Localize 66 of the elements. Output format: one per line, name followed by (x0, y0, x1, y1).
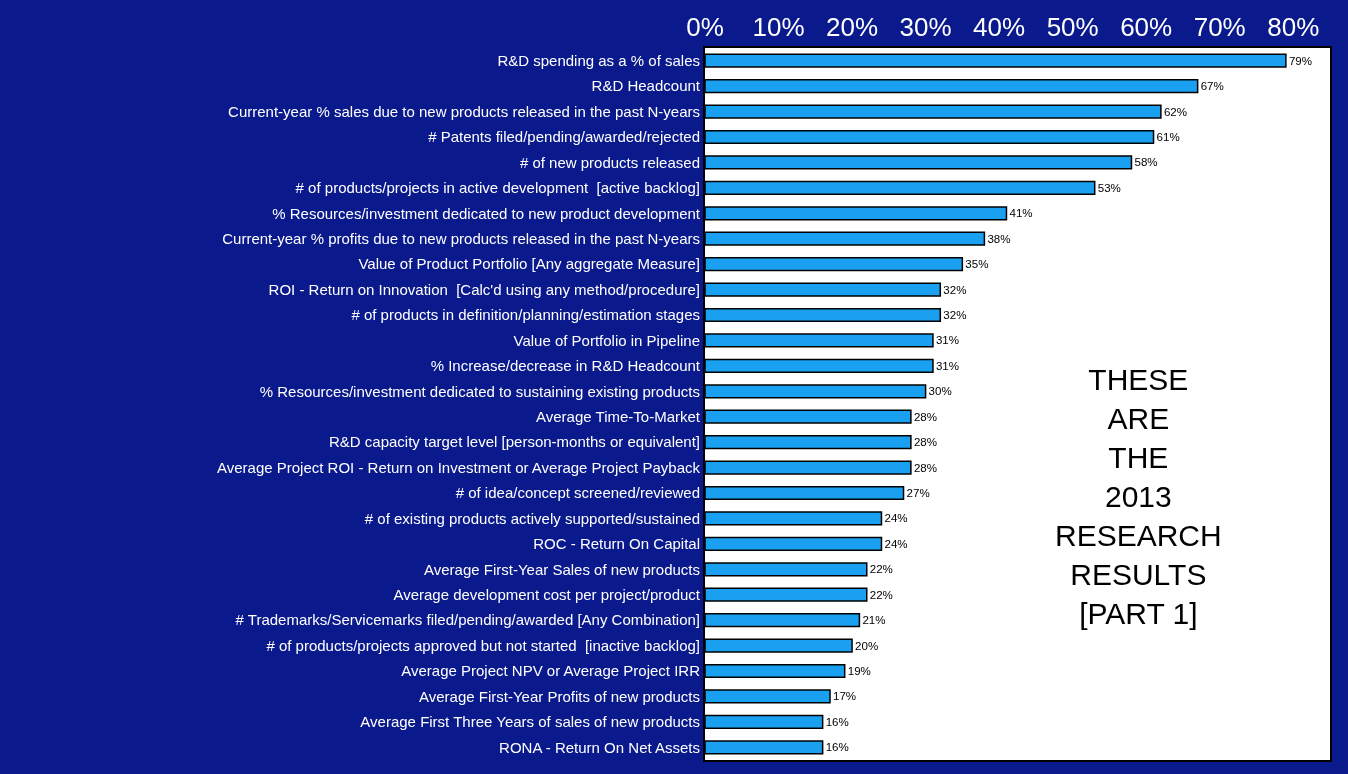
data-label: 28% (913, 410, 938, 423)
data-label: 31% (935, 334, 960, 347)
y-tick-label: # Trademarks/Servicemarks filed/pending/awarded [Any Combination] (235, 611, 700, 629)
data-label: 62% (1163, 105, 1188, 118)
data-label: 24% (884, 537, 908, 550)
y-tick-label: Average Time-To-Market (536, 407, 701, 425)
y-tick-label: % Resources/investment dedicated to sustaining existing products (259, 382, 700, 400)
data-label: 24% (884, 512, 908, 525)
y-tick-label: Current-year % sales due to new products released in the past N-years (228, 102, 700, 120)
x-tick-label: 60% (1120, 11, 1173, 42)
data-label: 32% (943, 283, 967, 296)
y-tick-label: # of products/projects approved but not started [inactive backlog] (266, 636, 700, 654)
x-tick-label: 20% (826, 11, 879, 42)
data-label: 35% (965, 258, 989, 271)
x-tick-label: 80% (1267, 11, 1320, 42)
y-tick-label: R&D capacity target level [person-months or equivalent] (328, 433, 700, 451)
x-tick-label: 30% (899, 11, 952, 42)
data-label: 21% (862, 614, 886, 627)
y-tick-label: Average development cost per project/product (393, 585, 701, 603)
data-label: 19% (847, 665, 871, 678)
data-label: 38% (987, 232, 1011, 245)
annotation: THESE ARE THE 2013 RESEARCH RESULTS [PART 1] (1055, 363, 1222, 630)
y-tick-label: Average Project ROI - Return on Investment or Average Project Payback (216, 458, 701, 476)
x-tick-label: 40% (973, 11, 1026, 42)
data-label: 61% (1156, 131, 1180, 144)
y-tick-label: % Increase/decrease in R&D Headcount (430, 357, 701, 375)
x-tick-label: 10% (752, 11, 805, 42)
y-tick-label: % Resources/investment dedicated to new product development (272, 204, 701, 222)
y-tick-label: # of products/projects in active development [active backlog] (295, 179, 700, 197)
data-label: 17% (833, 690, 857, 703)
data-label: 30% (928, 385, 952, 398)
data-label: 41% (1009, 207, 1033, 220)
data-label: 32% (943, 309, 967, 322)
data-label: 20% (855, 639, 879, 652)
y-tick-label: # of idea/concept screened/reviewed (455, 484, 700, 502)
data-label: 67% (1200, 80, 1224, 93)
data-label: 53% (1097, 181, 1121, 194)
data-label: 22% (869, 563, 893, 576)
y-tick-label: # Patents filed/pending/awarded/rejected (428, 128, 700, 146)
y-tick-label: # of products in definition/planning/estimation stages (351, 306, 700, 324)
x-tick-label: 70% (1193, 11, 1246, 42)
data-label: 27% (906, 487, 930, 500)
data-label: 28% (913, 436, 938, 449)
y-tick-label: # of existing products actively supported/sustained (364, 509, 700, 527)
x-tick-label: 50% (1046, 11, 1099, 42)
data-label: 16% (825, 715, 849, 728)
y-tick-label: R&D Headcount (591, 77, 701, 95)
y-tick-label: ROI - Return on Innovation [Calc'd using any method/procedure] (268, 280, 700, 298)
y-tick-label: Average First Three Years of sales of new products (360, 713, 700, 731)
y-tick-label: Value of Portfolio in Pipeline (513, 331, 700, 349)
y-tick-label: # of new products released (519, 153, 700, 171)
data-label: 22% (869, 588, 893, 601)
data-label: 16% (825, 741, 849, 754)
y-tick-label: ROC - Return On Capital (533, 535, 700, 553)
y-tick-label: Value of Product Portfolio [Any aggregate Measure] (358, 255, 700, 273)
y-tick-label: Average First-Year Sales of new products (424, 560, 700, 578)
y-tick-label: RONA - Return On Net Assets (499, 738, 700, 756)
y-tick-label: Average Project NPV or Average Project IRR (401, 662, 701, 680)
data-label: 79% (1288, 54, 1313, 67)
data-label: 31% (935, 359, 960, 372)
data-label: 28% (913, 461, 938, 474)
data-label: 58% (1134, 156, 1158, 169)
y-tick-label: Current-year % profits due to new products released in the past N-years (222, 229, 700, 247)
x-tick-label: 0% (686, 11, 724, 42)
y-tick-label: Average First-Year Profits of new products (419, 687, 700, 705)
y-tick-label: R&D spending as a % of sales (497, 51, 700, 69)
